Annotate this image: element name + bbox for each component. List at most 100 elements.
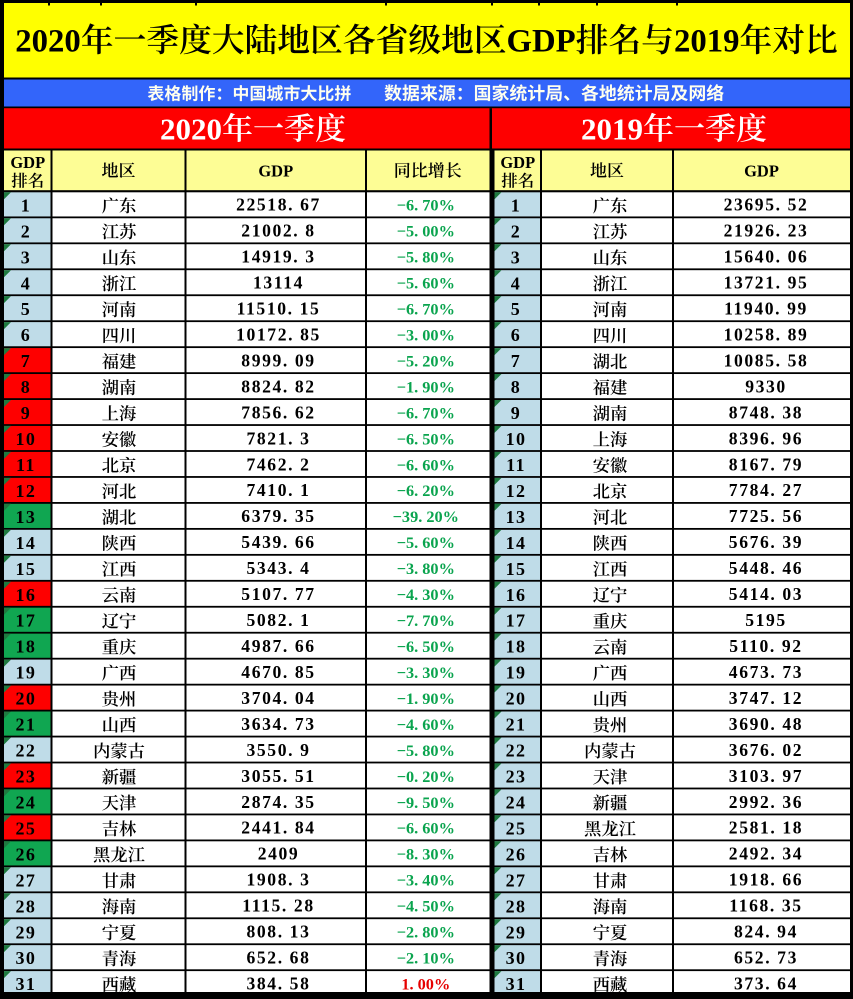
- svg-text:−4. 60%: −4. 60%: [397, 715, 455, 734]
- svg-text:11: 11: [506, 455, 526, 475]
- svg-text:−4. 30%: −4. 30%: [397, 585, 455, 604]
- svg-text:GDP: GDP: [744, 161, 779, 180]
- svg-text:25: 25: [506, 818, 527, 838]
- svg-text:−4. 50%: −4. 50%: [397, 897, 455, 916]
- svg-text:30: 30: [506, 948, 527, 968]
- svg-text:6: 6: [21, 325, 31, 345]
- svg-text:13: 13: [506, 507, 527, 527]
- svg-text:22: 22: [506, 741, 527, 761]
- svg-text:5414. 03: 5414. 03: [729, 584, 803, 604]
- svg-text:2409: 2409: [258, 844, 300, 864]
- svg-text:22518. 67: 22518. 67: [236, 195, 321, 215]
- svg-text:1: 1: [21, 195, 31, 215]
- svg-text:18: 18: [506, 637, 527, 657]
- svg-text:GDP: GDP: [507, 24, 576, 60]
- svg-text:−7. 70%: −7. 70%: [397, 611, 455, 630]
- svg-text:23: 23: [506, 767, 527, 787]
- svg-text:28: 28: [506, 896, 527, 916]
- svg-text:2: 2: [21, 221, 31, 241]
- svg-text:3: 3: [511, 247, 521, 267]
- svg-text:8999. 09: 8999. 09: [241, 350, 315, 370]
- svg-text:9: 9: [21, 403, 31, 423]
- svg-text:8396. 96: 8396. 96: [729, 428, 803, 448]
- svg-text:−6. 20%: −6. 20%: [397, 481, 455, 500]
- svg-text:4: 4: [511, 273, 521, 293]
- svg-text:−6. 60%: −6. 60%: [397, 819, 455, 838]
- svg-text:19: 19: [15, 663, 36, 683]
- svg-text:20: 20: [506, 689, 527, 709]
- svg-text:4: 4: [21, 273, 31, 293]
- svg-text:7462. 2: 7462. 2: [247, 454, 311, 474]
- svg-text:20: 20: [15, 689, 36, 709]
- svg-text:11940. 99: 11940. 99: [724, 299, 808, 319]
- svg-text:8748. 38: 8748. 38: [729, 402, 803, 422]
- svg-text:1. 00%: 1. 00%: [401, 974, 450, 993]
- svg-text:13721. 95: 13721. 95: [724, 273, 809, 293]
- svg-text:−5. 20%: −5. 20%: [397, 351, 455, 370]
- svg-text:−3. 30%: −3. 30%: [397, 663, 455, 682]
- svg-text:15640. 06: 15640. 06: [724, 247, 809, 267]
- svg-text:3055. 51: 3055. 51: [241, 766, 315, 786]
- svg-text:652. 68: 652. 68: [247, 948, 311, 968]
- svg-text:−6. 60%: −6. 60%: [397, 455, 455, 474]
- svg-text:22: 22: [15, 741, 36, 761]
- svg-text:−5. 60%: −5. 60%: [397, 274, 455, 293]
- svg-text:−6. 70%: −6. 70%: [397, 403, 455, 422]
- svg-text:21926. 23: 21926. 23: [724, 221, 809, 241]
- svg-text:−2. 80%: −2. 80%: [397, 923, 455, 942]
- svg-text:1908. 3: 1908. 3: [247, 870, 311, 890]
- svg-text:30: 30: [15, 948, 36, 968]
- svg-text:−6. 70%: −6. 70%: [397, 196, 455, 215]
- svg-text:7: 7: [511, 351, 521, 371]
- svg-text:2020: 2020: [160, 111, 222, 146]
- svg-text:−5. 80%: −5. 80%: [397, 741, 455, 760]
- svg-text:5107. 77: 5107. 77: [241, 584, 315, 604]
- svg-text:10085. 58: 10085. 58: [724, 350, 809, 370]
- svg-text:29: 29: [506, 922, 527, 942]
- svg-text:−3. 00%: −3. 00%: [397, 325, 455, 344]
- svg-text:−1. 90%: −1. 90%: [397, 377, 455, 396]
- svg-text:15: 15: [506, 559, 527, 579]
- svg-text:10172. 85: 10172. 85: [236, 324, 321, 344]
- svg-text:10: 10: [15, 429, 36, 449]
- svg-text:−3. 40%: −3. 40%: [397, 871, 455, 890]
- svg-text:5448. 46: 5448. 46: [729, 558, 803, 578]
- svg-text:31: 31: [506, 974, 527, 994]
- svg-text:25: 25: [15, 818, 36, 838]
- svg-text:8167. 79: 8167. 79: [729, 454, 803, 474]
- svg-text:−8. 30%: −8. 30%: [397, 845, 455, 864]
- svg-text:−0. 20%: −0. 20%: [397, 767, 455, 786]
- svg-text:GDP: GDP: [500, 153, 535, 172]
- svg-text:23695. 52: 23695. 52: [724, 195, 809, 215]
- svg-text:11510. 15: 11510. 15: [237, 299, 321, 319]
- svg-text:3690. 48: 3690. 48: [729, 714, 803, 734]
- svg-text:16: 16: [15, 585, 36, 605]
- svg-text:16: 16: [506, 585, 527, 605]
- svg-text:2492. 34: 2492. 34: [729, 844, 803, 864]
- svg-text:3747. 12: 3747. 12: [729, 688, 803, 708]
- svg-text:23: 23: [15, 767, 36, 787]
- svg-text:21: 21: [15, 715, 36, 735]
- svg-text:9330: 9330: [745, 376, 787, 396]
- svg-text:652. 73: 652. 73: [734, 948, 798, 968]
- svg-text:24: 24: [506, 792, 527, 812]
- svg-text:7784. 27: 7784. 27: [729, 480, 803, 500]
- svg-text:3634. 73: 3634. 73: [241, 714, 315, 734]
- svg-text:2441. 84: 2441. 84: [241, 818, 315, 838]
- svg-text:8: 8: [21, 377, 31, 397]
- svg-text:5439. 66: 5439. 66: [241, 532, 315, 552]
- svg-text:28: 28: [15, 896, 36, 916]
- svg-text:12: 12: [15, 481, 36, 501]
- svg-text:3103. 97: 3103. 97: [729, 766, 803, 786]
- svg-text:13: 13: [15, 507, 36, 527]
- svg-text:−6. 70%: −6. 70%: [397, 300, 455, 319]
- svg-text:−5. 60%: −5. 60%: [397, 533, 455, 552]
- svg-text:5343. 4: 5343. 4: [247, 558, 311, 578]
- svg-text:3676. 02: 3676. 02: [729, 740, 803, 760]
- svg-text:9: 9: [511, 403, 521, 423]
- svg-text:21002. 8: 21002. 8: [241, 221, 315, 241]
- svg-text:17: 17: [506, 611, 527, 631]
- svg-text:4673. 73: 4673. 73: [729, 662, 803, 682]
- svg-text:10258. 89: 10258. 89: [724, 324, 809, 344]
- svg-text:3550. 9: 3550. 9: [247, 740, 311, 760]
